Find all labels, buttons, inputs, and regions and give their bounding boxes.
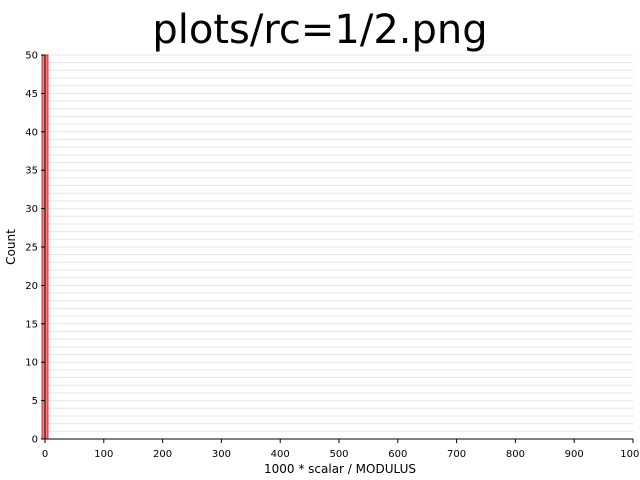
y-axis-label: Count bbox=[4, 229, 18, 265]
y-tick-label: 35 bbox=[25, 166, 38, 177]
y-ticks: 0 5 10 15 20 25 30 35 40 45 50 bbox=[25, 51, 45, 446]
y-tick-label: 20 bbox=[25, 281, 38, 292]
y-tick-label: 40 bbox=[25, 127, 38, 138]
x-tick-label: 300 bbox=[212, 449, 231, 460]
x-tick-label: 400 bbox=[271, 449, 290, 460]
grid bbox=[45, 54, 633, 432]
y-tick-label: 5 bbox=[32, 396, 38, 407]
x-tick-label: 100 bbox=[94, 449, 113, 460]
y-tick-label: 15 bbox=[25, 319, 38, 330]
y-tick-label: 10 bbox=[25, 358, 38, 369]
x-tick-label: 1000 bbox=[620, 449, 640, 460]
y-tick-label: 45 bbox=[25, 89, 38, 100]
y-tick-label: 30 bbox=[25, 204, 38, 215]
x-tick-label: 500 bbox=[329, 449, 348, 460]
x-tick-label: 600 bbox=[388, 449, 407, 460]
x-tick-label: 200 bbox=[153, 449, 172, 460]
y-tick-label: 25 bbox=[25, 243, 38, 254]
x-tick-label: 0 bbox=[42, 449, 48, 460]
chart-title: plots/rc=1/2.png bbox=[152, 7, 487, 53]
y-tick-label: 0 bbox=[32, 435, 38, 446]
x-tick-label: 800 bbox=[506, 449, 525, 460]
x-ticks: 0 100 200 300 400 500 600 700 800 900 1000 bbox=[42, 439, 640, 460]
y-tick-label: 50 bbox=[25, 51, 38, 62]
x-tick-label: 900 bbox=[565, 449, 584, 460]
x-axis-label: 1000 * scalar / MODULUS bbox=[264, 462, 416, 476]
x-tick-label: 700 bbox=[447, 449, 466, 460]
